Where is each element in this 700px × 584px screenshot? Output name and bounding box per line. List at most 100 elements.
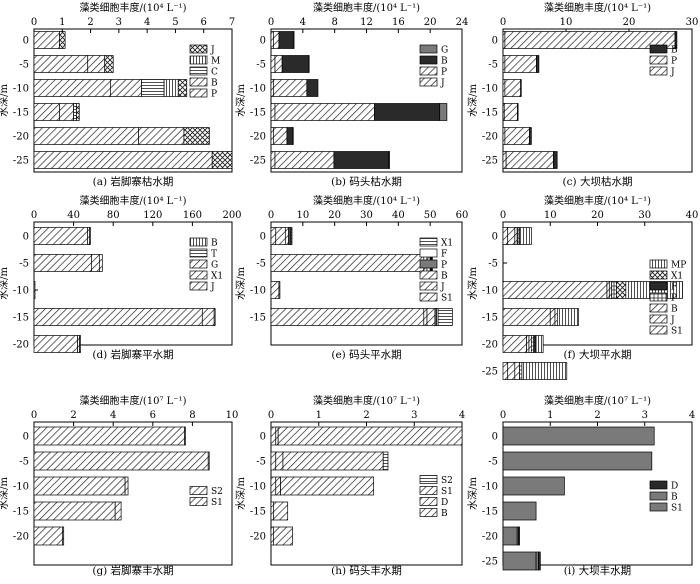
x-axis-label: 藻类细胞丰度/(10⁷ L⁻¹) <box>544 394 651 407</box>
bar-segment-P <box>273 79 308 97</box>
legend-swatch <box>419 475 438 484</box>
bar-segment-J <box>507 362 516 380</box>
x-tick-label: 3 <box>411 410 417 421</box>
y-tick-label: -25 <box>482 156 498 167</box>
y-tick-label: -10 <box>250 482 266 493</box>
legend-swatch <box>649 502 668 512</box>
bar-segment-D <box>518 526 520 546</box>
bar-segment-D <box>275 451 284 471</box>
bar-segment-S1 <box>33 476 126 496</box>
y-tick-label: -5 <box>256 259 266 270</box>
x-tick-label: 160 <box>183 210 202 221</box>
y-tick-label: -15 <box>13 507 29 518</box>
x-tick-label: 50 <box>424 210 437 221</box>
chart-panel-e: 藻类细胞丰度/(10⁴ L⁻¹) 0 10 20 30 40 50 60 0 -5 -10 -15 水深… <box>235 194 468 361</box>
y-tick-label: -25 <box>250 156 266 167</box>
legend-label: J <box>670 316 675 326</box>
x-tick-label: 1 <box>547 410 553 421</box>
chart-panel-d: 藻类细胞丰度/(10⁴ L⁻¹) 0 40 80 120 160 200 0 -5 -10 -15 -… <box>0 194 242 361</box>
legend-label: B <box>211 239 218 249</box>
y-tick-label: -10 <box>482 482 498 493</box>
bar-segment-J <box>33 254 92 272</box>
bar-segment-B <box>674 31 678 49</box>
bar-segment-P <box>504 79 521 97</box>
legend-swatch <box>419 259 438 269</box>
legend-label: G <box>441 46 448 56</box>
x-axis-label: 藻类细胞丰度/(10⁴ L⁻¹) <box>79 194 186 207</box>
legend-swatch <box>189 259 208 269</box>
x-tick-label: 7 <box>229 17 235 28</box>
bar-segment-S2 <box>184 426 186 446</box>
legend-label: MP <box>671 261 686 271</box>
chart-panel-i: 藻类细胞丰度/(10⁷ L⁻¹) 0 1 2 3 4 0 -5 -10 -15 -20 -25 水深/m… <box>467 394 695 577</box>
legend-label: P <box>211 90 217 100</box>
bar-segment-X1 <box>616 281 627 299</box>
x-tick-label: 1 <box>59 17 65 28</box>
legend-label: D <box>441 498 448 508</box>
x-tick-label: 3 <box>642 410 648 421</box>
y-tick-label: -20 <box>250 532 266 543</box>
x-tick-label: 12 <box>360 17 373 28</box>
bar-segment-J <box>59 31 66 49</box>
y-tick-label: -10 <box>482 286 498 297</box>
bar-segment-J <box>606 281 610 299</box>
x-tick-label: 60 <box>456 210 469 221</box>
bar-segment-B <box>535 551 539 571</box>
bar-segment-J <box>177 79 188 97</box>
bar-segment-S1 <box>33 526 64 546</box>
legend-label: S2 <box>441 476 453 486</box>
legend-label: B <box>671 493 678 503</box>
chart-title: (a) 岩脚寨枯水期 <box>93 175 174 188</box>
x-tick-label: 200 <box>222 210 241 221</box>
legend-swatch <box>419 270 438 280</box>
bar-segment-MP <box>535 335 544 353</box>
y-tick-label: -25 <box>482 367 498 378</box>
bar-segment-P <box>503 103 518 121</box>
bar-segment-B <box>517 103 519 121</box>
bar-segment-B <box>528 335 532 353</box>
bar-segment-P <box>530 335 535 353</box>
bar-segment-B <box>270 526 274 546</box>
chart-panel-a: 藻类细胞丰度/(10⁴ L⁻¹) 0 1 2 3 4 5 6 7 0 -5 -10 -15 -20 -25 水… <box>0 1 235 188</box>
bar-segment-M <box>163 79 179 97</box>
bar-segment-X1 <box>91 254 100 272</box>
x-tick-label: 8 <box>331 17 337 28</box>
legend-swatch <box>419 281 438 291</box>
bar-segment-B <box>514 227 518 245</box>
y-tick-label: -10 <box>13 84 29 95</box>
bar-segment-G <box>98 254 103 272</box>
x-tick-label: 120 <box>143 210 162 221</box>
bar-segment-MP <box>556 308 579 326</box>
y-axis-label: 水深/m <box>0 267 10 300</box>
bar-segment-S2 <box>114 501 122 521</box>
bar-segment-S1 <box>282 451 384 471</box>
bar-segment-S1 <box>502 551 537 571</box>
legend-label: S1 <box>441 294 453 304</box>
legend-swatch <box>649 270 668 280</box>
bar-segment-J <box>423 308 428 326</box>
bar-segment-J <box>33 335 78 353</box>
bar-segment-S1 <box>270 254 425 272</box>
x-axis-label: 藻类细胞丰度/(10⁷ L⁻¹) <box>313 394 420 407</box>
bar-segment-P <box>273 31 280 49</box>
x-tick-label: 10 <box>544 210 557 221</box>
y-axis-label: 水深/m <box>467 84 479 117</box>
x-tick-label: 0 <box>268 17 274 28</box>
bar-segment-P <box>504 31 676 49</box>
bar-segment-C <box>141 79 165 97</box>
bar-segment-D <box>275 476 281 496</box>
legend-label: J <box>670 68 675 78</box>
y-axis-label: 水深/m <box>235 84 247 117</box>
legend-swatch <box>189 66 208 76</box>
legend-label: C <box>211 68 218 78</box>
legend-swatch <box>649 303 668 313</box>
legend-label: P <box>441 68 447 78</box>
bar-segment-B <box>514 362 520 380</box>
bar-segment-B <box>553 151 558 169</box>
legend-swatch <box>419 55 438 65</box>
bar-segment-P <box>273 127 288 145</box>
bar-segment-S1 <box>502 308 551 326</box>
